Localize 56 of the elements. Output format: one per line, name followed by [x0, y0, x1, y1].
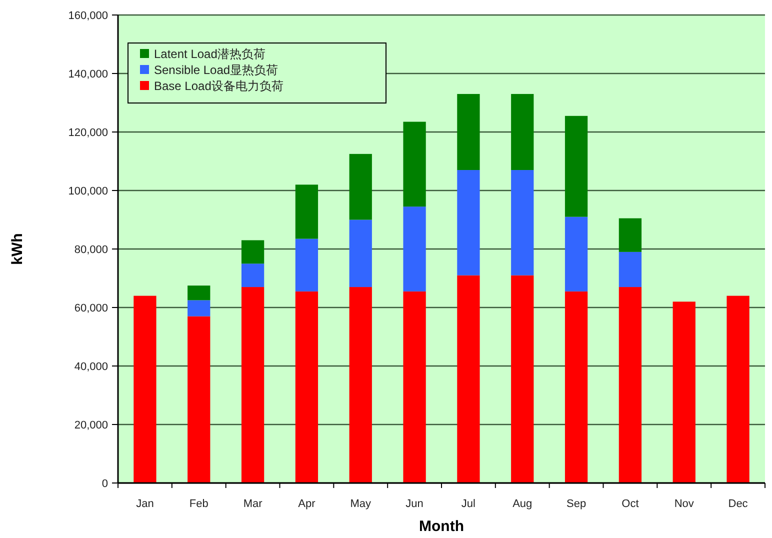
bar — [241, 264, 264, 288]
bar — [403, 291, 426, 483]
bar — [618, 252, 642, 288]
bar — [726, 296, 750, 483]
bar — [295, 184, 318, 239]
bar — [295, 238, 318, 292]
bar — [457, 94, 480, 170]
bar — [618, 218, 642, 252]
bar — [511, 275, 534, 483]
bar — [349, 287, 372, 483]
y-tick-label: 0 — [102, 478, 108, 490]
bar — [403, 206, 426, 292]
bar — [134, 296, 156, 483]
bar — [188, 316, 210, 483]
bar — [241, 240, 264, 264]
x-tick-label: Apr — [298, 498, 316, 510]
bar — [564, 216, 588, 292]
legend-label: Base Load设备电力负荷 — [154, 79, 284, 93]
x-tick-label: Jan — [136, 498, 154, 510]
bar — [564, 116, 588, 217]
x-tick-label: Feb — [189, 498, 208, 510]
y-tick-label: 40,000 — [74, 361, 108, 373]
bar — [241, 287, 264, 483]
bar — [457, 170, 480, 276]
y-tick-label: 60,000 — [74, 302, 108, 314]
bar — [618, 287, 642, 483]
x-axis-title: Month — [419, 518, 464, 535]
bar — [403, 122, 426, 207]
bar — [672, 302, 696, 483]
x-tick-label: Sep — [566, 498, 586, 510]
y-tick-label: 160,000 — [68, 10, 108, 22]
bar — [564, 291, 588, 483]
x-tick-label: Dec — [728, 498, 748, 510]
x-tick-label: Jul — [461, 498, 476, 510]
x-tick-label: Mar — [243, 498, 263, 510]
x-tick-label: Jun — [406, 498, 424, 510]
legend-label: Latent Load潜热负荷 — [154, 47, 266, 61]
x-tick-label: Aug — [512, 498, 532, 510]
x-tick-label: Nov — [674, 498, 694, 510]
legend-label: Sensible Load显热负荷 — [154, 63, 278, 77]
bar — [349, 220, 372, 288]
bar — [349, 154, 372, 220]
bar — [511, 170, 534, 276]
bar — [511, 94, 534, 170]
bar — [295, 291, 318, 483]
y-tick-label: 100,000 — [68, 186, 108, 198]
x-tick-label: Oct — [622, 498, 639, 510]
bar — [457, 275, 480, 483]
bar — [188, 286, 210, 300]
y-tick-label: 140,000 — [68, 68, 108, 80]
y-axis-title: kWh — [9, 233, 26, 265]
bar — [188, 300, 210, 316]
y-tick-label: 120,000 — [68, 127, 108, 139]
y-tick-label: 20,000 — [74, 420, 108, 432]
x-tick-label: May — [350, 498, 372, 510]
y-tick-label: 80,000 — [74, 244, 108, 256]
